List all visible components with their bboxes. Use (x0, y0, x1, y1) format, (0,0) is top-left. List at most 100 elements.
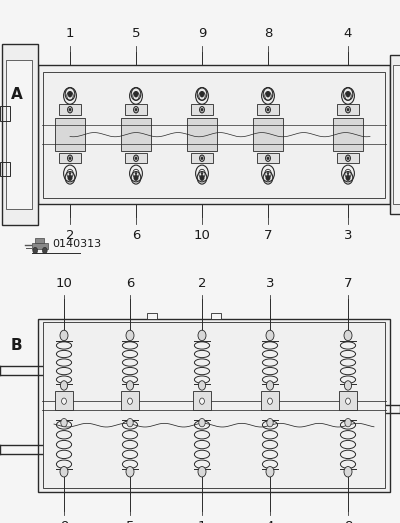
Bar (257, 105, 279, 115)
Circle shape (201, 95, 203, 97)
Circle shape (68, 155, 72, 162)
Text: B: B (11, 338, 23, 353)
Bar (35, 238, 44, 243)
Bar (187, 118, 217, 151)
Circle shape (200, 155, 204, 162)
Circle shape (198, 381, 206, 390)
Text: 5: 5 (132, 27, 140, 40)
Circle shape (267, 157, 269, 160)
Circle shape (267, 172, 269, 175)
Bar (191, 153, 213, 164)
Bar (147, 313, 157, 319)
Text: 2: 2 (198, 277, 206, 290)
Bar (337, 105, 359, 115)
Text: 3: 3 (266, 277, 274, 290)
Circle shape (347, 157, 349, 160)
Bar (55, 391, 73, 410)
Bar (253, 118, 283, 151)
Circle shape (201, 108, 203, 111)
Circle shape (201, 172, 203, 175)
Circle shape (68, 92, 72, 97)
Circle shape (134, 175, 138, 180)
Circle shape (69, 95, 71, 97)
Circle shape (344, 330, 352, 340)
Circle shape (131, 88, 141, 100)
Text: 6: 6 (132, 229, 140, 242)
Circle shape (127, 418, 133, 427)
Circle shape (42, 247, 47, 254)
Circle shape (135, 108, 137, 111)
Circle shape (344, 381, 352, 390)
Bar (121, 118, 151, 151)
Circle shape (201, 157, 203, 160)
Circle shape (60, 330, 68, 340)
Bar (121, 391, 139, 410)
Text: 8: 8 (264, 27, 272, 40)
Bar (2, 44, 38, 225)
Circle shape (62, 398, 66, 404)
Circle shape (126, 381, 134, 390)
Circle shape (68, 107, 72, 113)
Circle shape (200, 107, 204, 113)
Text: 4: 4 (266, 520, 274, 523)
Circle shape (200, 175, 204, 180)
Circle shape (343, 172, 353, 184)
Text: 5: 5 (126, 520, 134, 523)
Bar (191, 105, 213, 115)
Bar (257, 153, 279, 164)
Circle shape (347, 172, 349, 175)
Circle shape (134, 155, 138, 162)
Bar (333, 118, 363, 151)
Text: 2: 2 (66, 229, 74, 242)
Circle shape (266, 107, 270, 113)
Circle shape (266, 467, 274, 477)
Circle shape (266, 155, 270, 162)
Circle shape (346, 175, 350, 180)
Circle shape (197, 172, 207, 184)
Circle shape (68, 175, 72, 180)
Bar (125, 105, 147, 115)
Circle shape (267, 418, 273, 427)
Circle shape (33, 247, 38, 254)
Circle shape (263, 172, 273, 184)
Text: 0140313: 0140313 (52, 238, 101, 249)
Bar (0, 162, 10, 176)
Circle shape (60, 381, 68, 390)
Bar (55, 118, 85, 151)
Circle shape (199, 418, 205, 427)
Circle shape (346, 107, 350, 113)
Circle shape (346, 155, 350, 162)
Circle shape (197, 88, 207, 100)
Circle shape (198, 467, 206, 477)
Circle shape (65, 172, 75, 184)
Bar (32, 243, 48, 249)
Text: 1: 1 (198, 520, 206, 523)
Circle shape (198, 330, 206, 340)
Circle shape (263, 88, 273, 100)
Bar (337, 153, 359, 164)
Circle shape (128, 398, 132, 404)
Circle shape (346, 92, 350, 97)
Circle shape (346, 398, 350, 404)
Circle shape (344, 467, 352, 477)
Circle shape (69, 172, 71, 175)
Circle shape (343, 88, 353, 100)
Circle shape (60, 467, 68, 477)
Text: 7: 7 (264, 229, 272, 242)
Bar (38, 65, 390, 204)
Bar (193, 391, 211, 410)
Text: 1: 1 (66, 27, 74, 40)
Circle shape (266, 330, 274, 340)
Circle shape (126, 467, 134, 477)
Circle shape (266, 175, 270, 180)
Circle shape (69, 108, 71, 111)
Bar (125, 153, 147, 164)
Circle shape (268, 398, 272, 404)
Text: 10: 10 (194, 229, 210, 242)
Text: 3: 3 (344, 229, 352, 242)
Circle shape (126, 330, 134, 340)
Circle shape (347, 95, 349, 97)
Bar (59, 105, 81, 115)
Circle shape (200, 398, 204, 404)
Circle shape (135, 172, 137, 175)
